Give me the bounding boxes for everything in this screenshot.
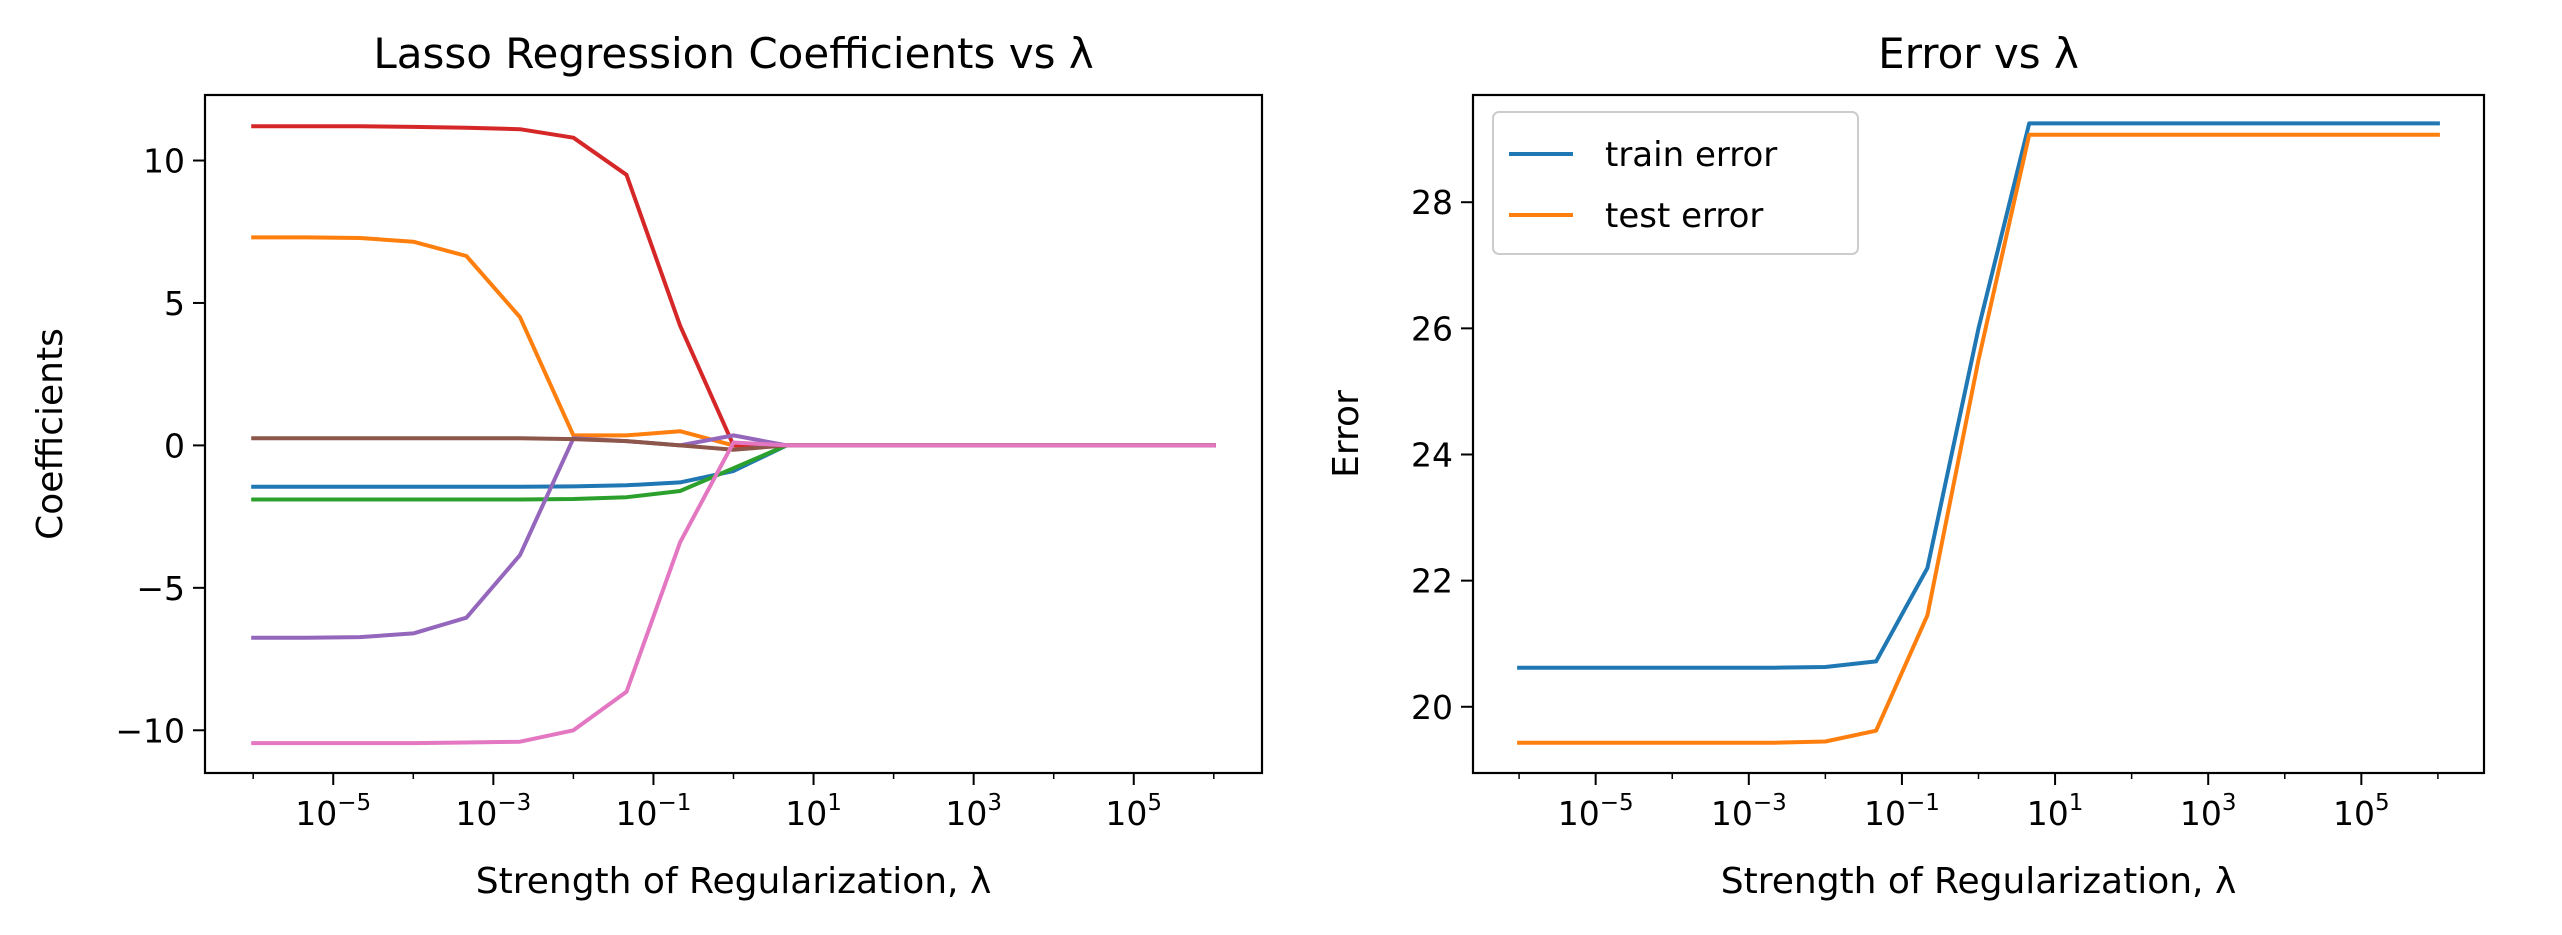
x-tick-label: 10−3 [1711,790,1787,833]
x-tick-base: 10 [945,794,987,833]
x-axis-label: Strength of Regularization, λ [1721,861,2237,902]
x-tick-label: 103 [2180,790,2237,833]
x-tick-label: 10−5 [1558,790,1634,833]
series-line-train-error [1517,121,2440,670]
y-tick-label: 20 [1411,688,1453,727]
x-tick-base: 10 [785,794,827,833]
y-axis-label: Coefficients [30,328,71,540]
y-tick-label: 5 [164,284,185,323]
x-tick-base: 10 [295,794,337,833]
x-tick-label: 10−1 [1864,790,1940,833]
x-tick-exponent: 3 [987,790,1002,816]
x-tick-exponent: −3 [497,790,531,816]
series-group [1517,121,2440,745]
x-axis-label: Strength of Regularization, λ [476,861,992,902]
x-tick-label: 105 [2333,790,2390,833]
series-line-test-error [1517,132,2440,745]
series-line-4 [251,124,1216,448]
x-tick-label: 105 [1105,790,1162,833]
x-tick-label: 10−3 [455,790,531,833]
y-tick-label: −5 [136,569,185,608]
x-tick-label: 101 [785,790,842,833]
x-tick-base: 10 [455,794,497,833]
x-tick-label: 103 [945,790,1002,833]
x-tick-base: 10 [2333,794,2375,833]
x-tick-exponent: 1 [2069,790,2084,816]
y-axis: 28 26 24 22 20 [1411,183,1473,727]
x-tick-base: 10 [2180,794,2222,833]
x-tick-exponent: −5 [1600,790,1634,816]
chart-title: Error vs λ [1878,29,2079,78]
x-tick-label: 101 [2027,790,2084,833]
x-tick-exponent: 5 [2375,790,2390,816]
x-tick-exponent: 1 [827,790,842,816]
x-tick-exponent: 3 [2222,790,2237,816]
y-tick-label: 24 [1411,435,1453,474]
y-axis-label: Error [1326,390,1367,478]
x-tick-base: 10 [1105,794,1147,833]
x-tick-label: 10−1 [615,790,691,833]
y-axis: 10 5 0 −5 −10 [115,142,205,750]
legend-label: train error [1605,135,1777,175]
x-tick-base: 10 [1558,794,1600,833]
x-axis: 10−5 10−3 10−1 101 103 105 [1518,773,2439,833]
series-line-2 [251,235,1216,448]
chart-title: Lasso Regression Coefficients vs λ [373,29,1093,78]
x-tick-exponent: −3 [1753,790,1787,816]
x-tick-exponent: −1 [657,790,691,816]
x-tick-exponent: −1 [1906,790,1940,816]
series-line-7 [251,440,1216,746]
x-tick-label: 10−5 [295,790,371,833]
y-tick-label: 10 [143,142,185,181]
legend: train error test error [1492,111,1859,255]
x-tick-base: 10 [615,794,657,833]
y-tick-label: 28 [1411,183,1453,222]
x-tick-base: 10 [2027,794,2069,833]
y-tick-label: 0 [164,426,185,465]
series-group [251,124,1216,746]
x-tick-exponent: 5 [1147,790,1162,816]
legend-box [1492,111,1859,255]
y-tick-label: 22 [1411,562,1453,601]
series-line-5 [251,433,1216,640]
x-tick-base: 10 [1711,794,1753,833]
x-axis: 10−5 10−3 10−1 101 103 105 [252,773,1215,833]
y-tick-label: 26 [1411,309,1453,348]
x-tick-exponent: −5 [337,790,371,816]
legend-label: test error [1605,196,1763,236]
x-tick-base: 10 [1864,794,1906,833]
y-tick-label: −10 [115,711,185,750]
